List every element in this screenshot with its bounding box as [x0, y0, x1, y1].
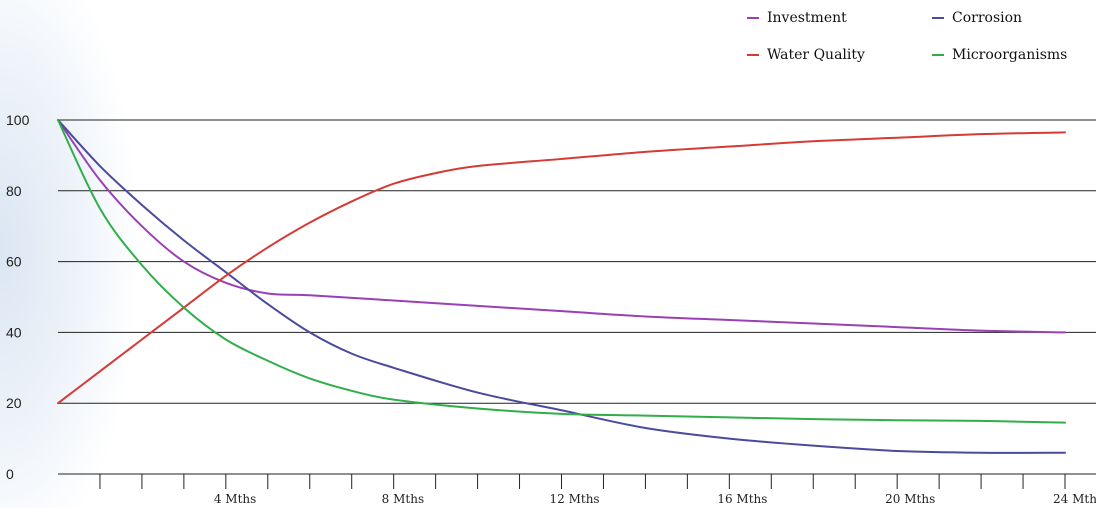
legend-label-water-quality: Water Quality: [767, 47, 865, 63]
legend-label-microorganisms: Microorganisms: [952, 47, 1068, 63]
y-tick-label-80: 80: [6, 183, 22, 199]
y-tick-label-20: 20: [6, 395, 22, 411]
series-line-microorganisms: [57, 119, 1066, 424]
legend-swatch-investment: [747, 17, 759, 19]
series-line-investment: [57, 119, 1066, 334]
legend-swatch-water-quality: [747, 54, 759, 56]
x-tick-label-8: 8 Mths: [382, 492, 424, 506]
y-tick-labels: 0 20 40 60 80 100: [6, 112, 30, 482]
series-line-water-quality: [57, 131, 1066, 405]
series-lines: [57, 119, 1066, 454]
x-tick-label-16: 16 Mths: [717, 492, 767, 506]
legend-item-microorganisms: Microorganisms: [932, 47, 1067, 63]
legend-item-investment: Investment: [747, 10, 847, 26]
legend-label-investment: Investment: [767, 10, 847, 26]
legend-swatch-microorganisms: [932, 54, 944, 56]
series-line-corrosion: [57, 119, 1066, 454]
legend-label-corrosion: Corrosion: [952, 10, 1023, 26]
legend-swatch-corrosion: [932, 17, 944, 19]
legend-item-water-quality: Water Quality: [747, 47, 865, 63]
grid-lines: [58, 119, 1096, 475]
x-tick-labels: 4 Mths 8 Mths 12 Mths 16 Mths 20 Mths 24 Mths: [214, 492, 1096, 506]
y-tick-label-100: 100: [6, 112, 30, 128]
x-axis: [99, 474, 1066, 489]
y-tick-label-40: 40: [6, 324, 22, 340]
y-tick-label-0: 0: [6, 466, 14, 482]
x-tick-label-12: 12 Mths: [550, 492, 600, 506]
x-tick-label-4: 4 Mths: [214, 492, 256, 506]
x-tick-label-20: 20 Mths: [885, 492, 935, 506]
x-tick-label-24: 24 Mths: [1053, 492, 1096, 506]
legend-item-corrosion: Corrosion: [932, 10, 1022, 26]
y-tick-label-60: 60: [6, 254, 22, 270]
